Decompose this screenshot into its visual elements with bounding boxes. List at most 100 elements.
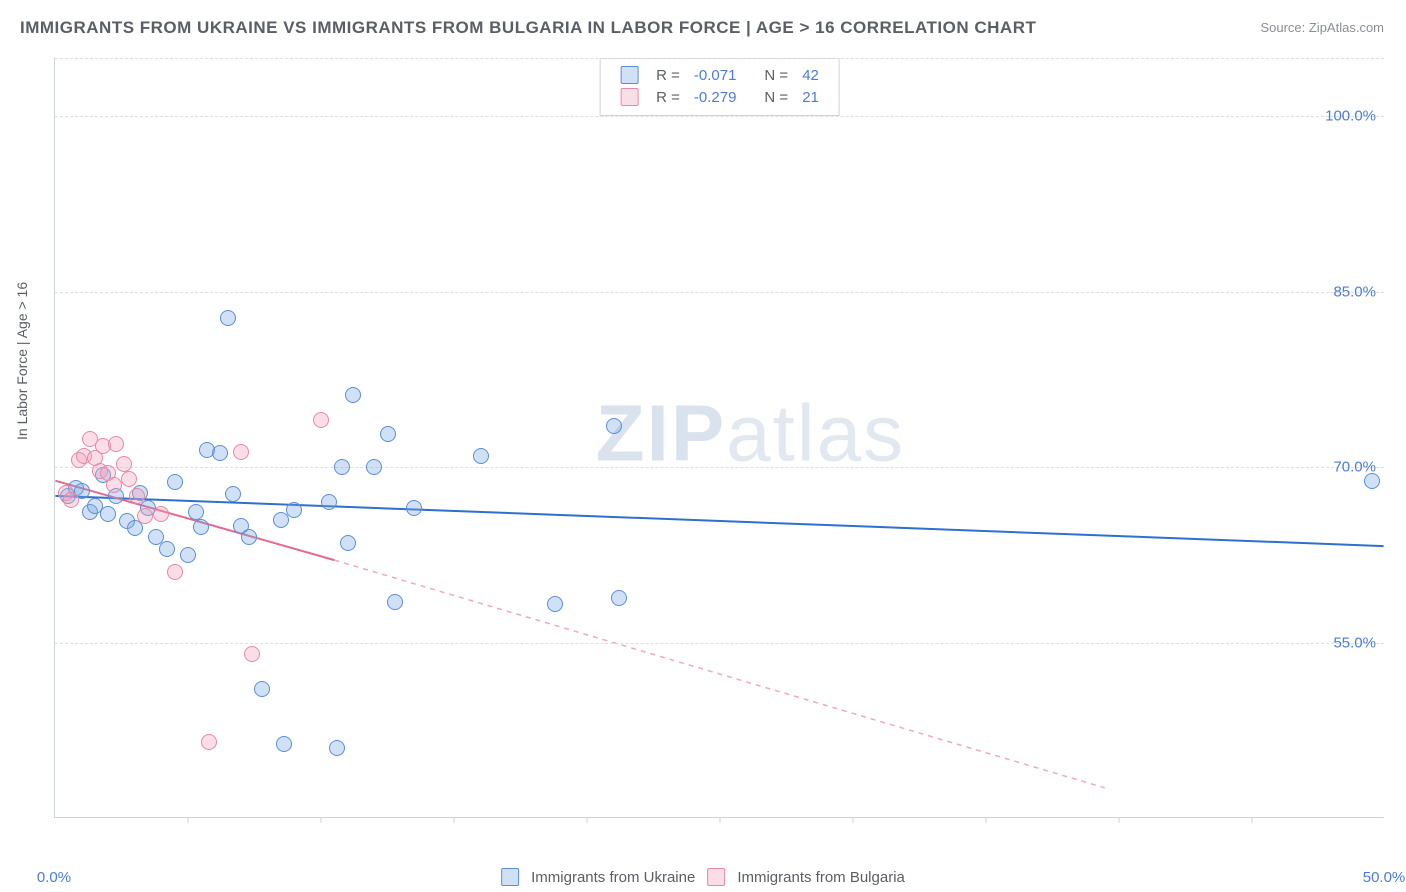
data-point-bulgaria [153, 506, 169, 522]
data-point-ukraine [254, 681, 270, 697]
data-point-ukraine [273, 512, 289, 528]
data-point-ukraine [167, 474, 183, 490]
legend-swatch [707, 868, 725, 886]
data-point-ukraine [606, 418, 622, 434]
legend-swatch [620, 88, 638, 106]
data-point-ukraine [329, 740, 345, 756]
data-point-bulgaria [121, 471, 137, 487]
data-point-ukraine [159, 541, 175, 557]
data-point-ukraine [286, 502, 302, 518]
data-point-ukraine [321, 494, 337, 510]
data-point-ukraine [611, 590, 627, 606]
data-point-bulgaria [95, 438, 111, 454]
data-point-bulgaria [76, 448, 92, 464]
legend-r-label: R = [650, 87, 686, 107]
legend-swatch [620, 66, 638, 84]
gridline-h [55, 292, 1384, 293]
x-tick-label: 50.0% [1363, 869, 1406, 886]
gridline-h [55, 643, 1384, 644]
data-point-ukraine [82, 504, 98, 520]
data-point-ukraine [473, 448, 489, 464]
data-point-bulgaria [106, 477, 122, 493]
data-point-bulgaria [116, 456, 132, 472]
data-point-bulgaria [313, 412, 329, 428]
gridline-h [55, 467, 1384, 468]
data-point-ukraine [180, 547, 196, 563]
gridline-h [55, 58, 1384, 59]
data-point-ukraine [380, 426, 396, 442]
data-point-bulgaria [87, 450, 103, 466]
data-point-ukraine [68, 480, 84, 496]
data-point-ukraine [95, 467, 111, 483]
x-tick-mark [321, 817, 322, 823]
data-point-bulgaria [58, 485, 74, 501]
data-point-ukraine [340, 535, 356, 551]
data-point-ukraine [60, 488, 76, 504]
x-tick-mark [454, 817, 455, 823]
data-point-ukraine [1364, 473, 1380, 489]
data-point-ukraine [119, 513, 135, 529]
data-point-ukraine [132, 485, 148, 501]
legend-r-value: -0.071 [688, 65, 743, 85]
data-point-ukraine [276, 736, 292, 752]
data-point-ukraine [233, 518, 249, 534]
legend-n-value: 21 [796, 87, 825, 107]
watermark: ZIPatlas [596, 387, 905, 479]
source-label: Source: ZipAtlas.com [1260, 20, 1384, 35]
legend-series-label: Immigrants from Ukraine [531, 869, 695, 886]
legend-n-label: N = [758, 87, 794, 107]
data-point-ukraine [188, 504, 204, 520]
data-point-bulgaria [108, 436, 124, 452]
data-point-bulgaria [201, 734, 217, 750]
data-point-bulgaria [167, 564, 183, 580]
plot-area: ZIPatlas R =-0.071N =42R =-0.279N =21 55… [54, 58, 1384, 818]
data-point-ukraine [225, 486, 241, 502]
data-point-ukraine [87, 498, 103, 514]
x-tick-mark [1119, 817, 1120, 823]
data-point-bulgaria [63, 492, 79, 508]
x-tick-mark [587, 817, 588, 823]
gridline-h [55, 116, 1384, 117]
legend-n-value: 42 [796, 65, 825, 85]
data-point-bulgaria [137, 508, 153, 524]
legend-series: Immigrants from Ukraine Immigrants from B… [495, 868, 911, 886]
x-tick-mark [720, 817, 721, 823]
data-point-ukraine [74, 483, 90, 499]
legend-swatch [501, 868, 519, 886]
data-point-ukraine [547, 596, 563, 612]
data-point-bulgaria [129, 488, 145, 504]
legend-n-label: N = [758, 65, 794, 85]
data-point-bulgaria [71, 452, 87, 468]
data-point-ukraine [148, 529, 164, 545]
data-point-bulgaria [233, 444, 249, 460]
x-tick-mark [188, 817, 189, 823]
data-point-ukraine [100, 506, 116, 522]
y-axis-label: In Labor Force | Age > 16 [14, 282, 30, 440]
x-tick-label: 0.0% [37, 869, 71, 886]
data-point-ukraine [127, 520, 143, 536]
x-tick-mark [853, 817, 854, 823]
legend-r-value: -0.279 [688, 87, 743, 107]
watermark-zip: ZIP [596, 388, 726, 477]
data-point-ukraine [387, 594, 403, 610]
data-point-ukraine [108, 488, 124, 504]
data-point-ukraine [406, 500, 422, 516]
legend-correlation: R =-0.071 N =42 R =-0.279 N =21 [599, 58, 840, 116]
data-point-bulgaria [92, 463, 108, 479]
data-point-ukraine [140, 500, 156, 516]
x-tick-mark [986, 817, 987, 823]
data-point-ukraine [241, 529, 257, 545]
x-tick-mark [1252, 817, 1253, 823]
data-point-ukraine [220, 310, 236, 326]
chart-title: IMMIGRANTS FROM UKRAINE VS IMMIGRANTS FR… [20, 18, 1036, 38]
data-point-ukraine [345, 387, 361, 403]
legend-series-label: Immigrants from Bulgaria [737, 869, 905, 886]
watermark-atlas: atlas [726, 388, 905, 477]
data-point-ukraine [193, 519, 209, 535]
data-point-bulgaria [82, 431, 98, 447]
data-point-ukraine [212, 445, 228, 461]
data-point-bulgaria [244, 646, 260, 662]
legend-r-label: R = [650, 65, 686, 85]
data-point-ukraine [199, 442, 215, 458]
trend-lines [55, 58, 1384, 817]
